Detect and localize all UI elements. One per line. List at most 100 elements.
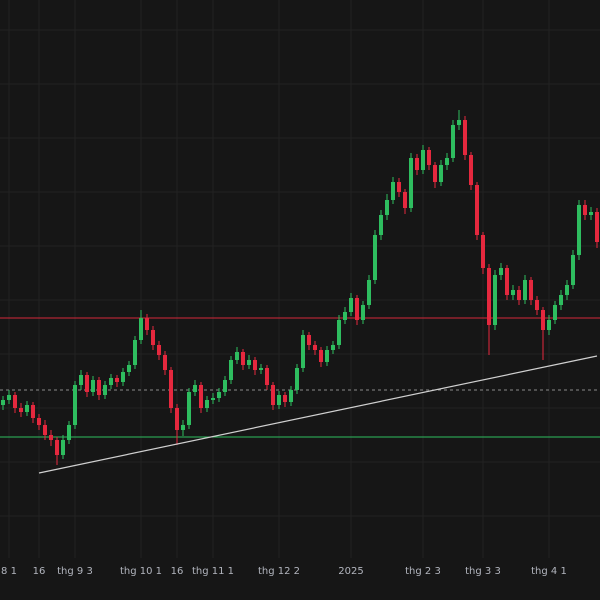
candle-body [403, 192, 407, 208]
candle-body [499, 268, 503, 275]
candle-body [523, 280, 527, 300]
candle-body [115, 378, 119, 382]
candle-body [565, 285, 569, 295]
candle-body [121, 372, 125, 382]
candle-body [553, 305, 557, 320]
candle-body [529, 280, 533, 300]
candle-body [91, 380, 95, 392]
candle-body [559, 295, 563, 305]
candle-body [97, 380, 101, 395]
candle-body [181, 425, 185, 430]
candle-body [1, 400, 5, 405]
candle-body [457, 120, 461, 125]
candle-body [541, 310, 545, 330]
candle-body [577, 205, 581, 255]
candle-body [235, 352, 239, 360]
candle-body [427, 150, 431, 165]
x-tick-label: 8 1 [1, 566, 17, 577]
candle-body [67, 425, 71, 440]
candle-body [145, 318, 149, 330]
x-tick-label: 16 [33, 566, 46, 577]
candle-body [241, 352, 245, 365]
candle-body [259, 368, 263, 370]
grid [0, 0, 600, 558]
candle-body [283, 395, 287, 402]
candle-body [289, 390, 293, 402]
candle-body [103, 385, 107, 395]
candle-body [571, 255, 575, 285]
x-tick-label: thg 12 2 [258, 566, 300, 577]
candle-body [589, 212, 593, 215]
candle-body [199, 385, 203, 408]
candle-body [217, 392, 221, 398]
candle-body [331, 345, 335, 350]
candle-body [25, 405, 29, 412]
candle-body [277, 395, 281, 405]
candle-body [595, 212, 599, 242]
x-axis: 8 1 16 thg 9 3 thg 10 1 16 thg 11 1 thg 12 2 20… [1, 566, 567, 577]
plot-area [0, 110, 600, 474]
candle-body [79, 375, 83, 385]
candle-body [85, 375, 89, 392]
candle-body [319, 350, 323, 362]
candle-body [379, 215, 383, 235]
x-tick-label: thg 2 3 [405, 566, 441, 577]
x-tick-label: thg 10 1 [120, 566, 162, 577]
candle-body [13, 395, 17, 408]
x-tick-label: thg 4 1 [531, 566, 567, 577]
x-tick-label: thg 9 3 [57, 566, 93, 577]
candle-body [157, 345, 161, 355]
candle-body [547, 320, 551, 330]
candle-body [535, 300, 539, 310]
candle-body [193, 385, 197, 392]
candle-body [349, 298, 353, 312]
candle-body [55, 440, 59, 455]
candle-body [109, 378, 113, 385]
candle-body [127, 365, 131, 372]
candle-body [475, 185, 479, 235]
candle-body [361, 305, 365, 320]
candle-body [325, 350, 329, 362]
x-tick-label: thg 11 1 [192, 566, 234, 577]
candle-body [469, 155, 473, 185]
candle-body [265, 368, 269, 385]
candle-body [505, 268, 509, 295]
candle-body [175, 408, 179, 430]
candle-body [583, 205, 587, 215]
candle-body [295, 368, 299, 390]
candle-body [313, 345, 317, 350]
candle-body [307, 335, 311, 345]
candle-body [7, 395, 11, 400]
candle-body [493, 275, 497, 325]
candle-body [355, 298, 359, 320]
candle-body [73, 385, 77, 425]
candle-body [187, 392, 191, 425]
x-tick-label: 16 [171, 566, 184, 577]
candle-body [421, 150, 425, 170]
candle-body [367, 280, 371, 305]
candle-body [337, 320, 341, 345]
candle-body [301, 335, 305, 368]
candle-body [391, 182, 395, 200]
candle-body [19, 408, 23, 412]
candle-body [433, 165, 437, 182]
trend-line [38, 355, 598, 474]
candle-body [487, 268, 491, 325]
candle-body [451, 125, 455, 158]
candle-body [169, 370, 173, 408]
candle-body [397, 182, 401, 192]
candle-body [139, 318, 143, 340]
candle-body [373, 235, 377, 280]
candle-body [211, 398, 215, 400]
candle-body [247, 360, 251, 365]
candle-body [463, 120, 467, 155]
candle-body [271, 385, 275, 405]
candle-body [385, 200, 389, 215]
x-tick-label: thg 3 3 [465, 566, 501, 577]
candle-body [31, 405, 35, 418]
candle-body [439, 165, 443, 182]
candle-body [205, 400, 209, 408]
candle-body [343, 312, 347, 320]
